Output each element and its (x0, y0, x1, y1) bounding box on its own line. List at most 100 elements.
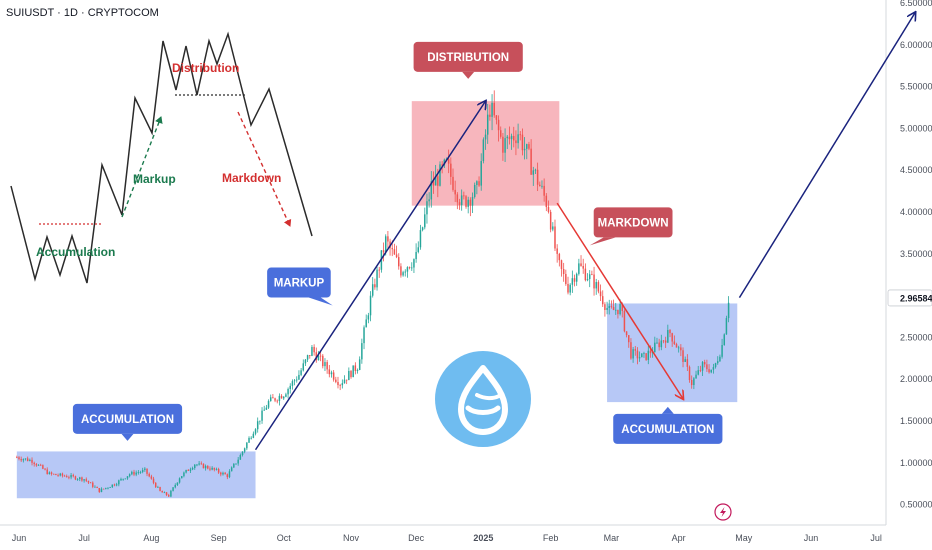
candle (89, 481, 92, 484)
candle (623, 309, 626, 333)
candle (178, 477, 181, 484)
candle (354, 362, 357, 375)
candle (567, 276, 569, 295)
candle (300, 368, 302, 377)
candle (163, 491, 166, 494)
candle (690, 375, 693, 389)
callout-text: ACCUMULATION (81, 414, 174, 426)
candle (135, 470, 137, 477)
candle (671, 332, 673, 347)
candle (291, 379, 294, 390)
candle (70, 473, 72, 480)
candle (638, 351, 641, 362)
candle (545, 193, 548, 212)
candle (714, 362, 717, 369)
time-tick-label: 2025 (473, 533, 493, 543)
candle (172, 486, 174, 492)
candle (37, 464, 40, 466)
candle (675, 342, 678, 348)
time-tick-label: Jul (870, 533, 882, 543)
lightning-icon[interactable] (714, 503, 732, 521)
candle (408, 266, 411, 270)
candle (686, 354, 689, 372)
candle (647, 346, 650, 365)
candle (39, 463, 42, 466)
candle (311, 344, 313, 357)
candle (460, 189, 463, 211)
candle (246, 441, 248, 451)
candle (29, 458, 31, 462)
candle (569, 283, 571, 296)
candle (85, 477, 88, 483)
candle (165, 492, 168, 497)
candle (204, 464, 207, 471)
candle (556, 244, 558, 263)
candle (552, 222, 554, 232)
candle (241, 451, 244, 457)
candle (669, 328, 671, 338)
candle (265, 404, 268, 410)
price-tick-label: 6.50000 (900, 0, 932, 8)
time-tick-label: Jun (804, 533, 819, 543)
candle (263, 405, 265, 411)
candle (415, 243, 417, 263)
candle (428, 192, 430, 208)
schematic-markup-label: Markup (133, 172, 176, 186)
candle (393, 243, 396, 255)
candle (133, 469, 135, 477)
candle (96, 486, 98, 489)
candle (395, 245, 398, 259)
candle (521, 128, 524, 156)
candle (361, 338, 363, 364)
candle (35, 462, 38, 467)
candle (719, 354, 721, 363)
candle (256, 417, 259, 433)
candle (237, 457, 239, 466)
candle (374, 278, 376, 290)
candle (224, 471, 226, 475)
markup-arrow (254, 101, 486, 451)
candle (46, 467, 48, 475)
candle (693, 377, 695, 390)
candle (194, 464, 196, 470)
candle (363, 325, 365, 350)
candle (309, 355, 311, 359)
candle (643, 351, 645, 358)
candle (411, 262, 413, 271)
candle (695, 370, 697, 379)
candle (526, 143, 528, 160)
candle (486, 104, 489, 144)
candle (200, 461, 203, 465)
candle (61, 472, 64, 478)
candle (335, 376, 337, 384)
candle (243, 447, 246, 454)
candle (506, 134, 508, 150)
candle (68, 475, 70, 480)
time-tick-label: Dec (408, 533, 425, 543)
candle (26, 456, 29, 462)
candle (493, 90, 495, 118)
candle (404, 269, 407, 277)
candle (306, 354, 309, 362)
candle (532, 166, 535, 186)
price-axis: 0.500001.000001.500002.000002.500003.000… (887, 0, 932, 510)
candle (387, 231, 389, 250)
candle (721, 338, 723, 359)
candle (406, 266, 409, 278)
candle (326, 359, 328, 374)
candle (198, 461, 200, 466)
candle (426, 193, 428, 224)
schematic-markdown-label: Markdown (222, 171, 281, 185)
candle (167, 493, 170, 497)
candle (489, 104, 491, 121)
candle (634, 345, 637, 356)
candle (398, 253, 400, 270)
candle (497, 115, 500, 142)
candle (432, 171, 435, 194)
candle (31, 457, 33, 466)
candle (473, 182, 476, 199)
candle (369, 291, 372, 322)
candle (144, 467, 146, 472)
candle (339, 383, 341, 391)
